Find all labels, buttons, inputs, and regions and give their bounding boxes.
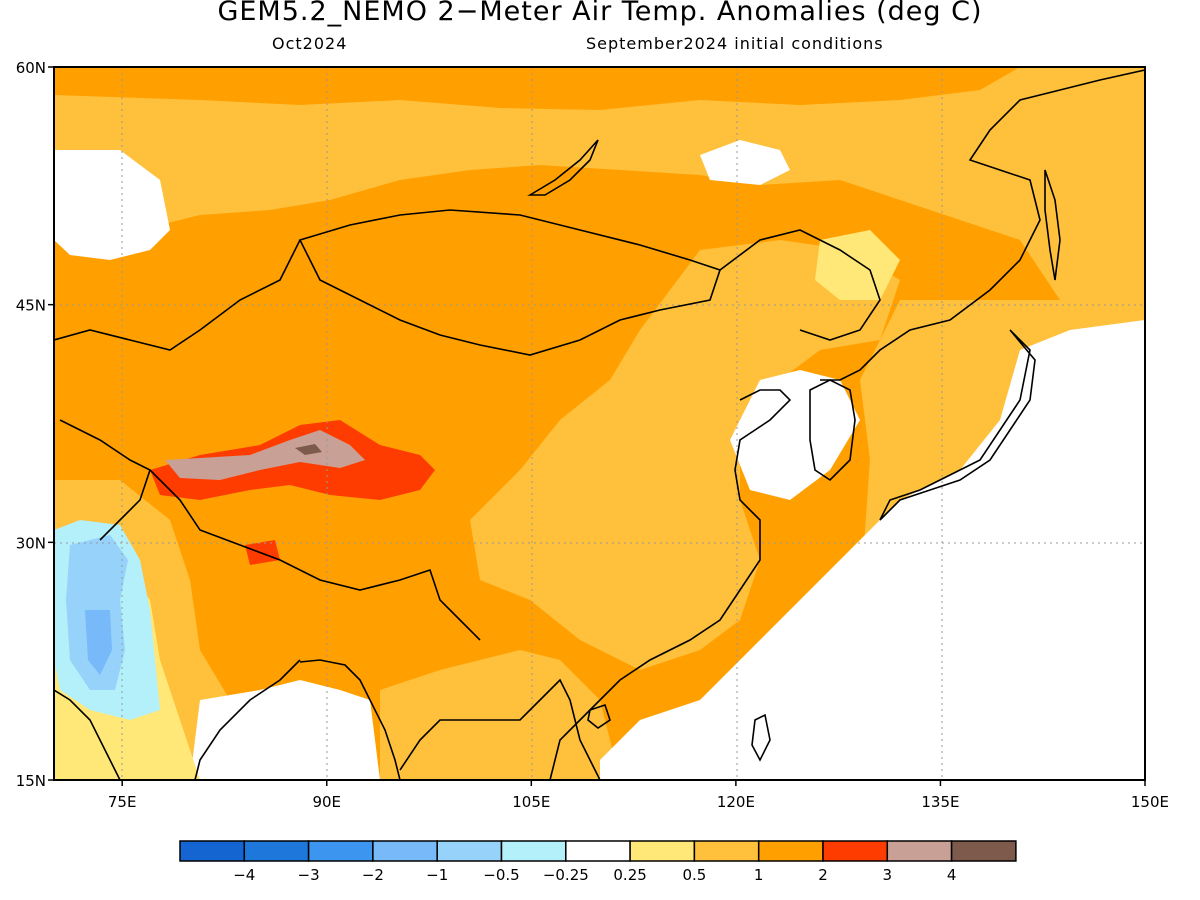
forecast-month: Oct2024: [272, 34, 348, 53]
colorbar-swatch: [822, 840, 889, 862]
mongolia-border: [298, 209, 722, 356]
lon-tick-label: 120E: [717, 793, 755, 811]
lon-tick-label: 105E: [512, 793, 550, 811]
anomaly-region-0.5-to-1-south: [380, 650, 620, 780]
coastlines-and-borders: [54, 69, 1145, 780]
korea-coastline: [809, 379, 856, 482]
anomaly-region-neg2-to-neg1: [85, 610, 112, 675]
sakhalin-coastline: [1044, 169, 1061, 281]
russia-east-coastline: [820, 69, 1145, 381]
anomaly-region-near-zero-manchuria: [700, 140, 790, 185]
india-west-coastline: [54, 689, 121, 780]
indochina-coastline: [399, 678, 601, 780]
japan-coastline: [879, 329, 1036, 521]
lat-tick-label: 15N: [16, 772, 46, 790]
latitude-tick-labels: 15N 30N 45N 60N: [16, 59, 54, 790]
colorbar-swatch: [179, 840, 246, 862]
colorbar-tick-label: −1: [426, 866, 448, 884]
colorbar-swatch: [500, 840, 567, 862]
colorbar-swatch: [950, 840, 1017, 862]
colorbar-tick-label: 0.25: [613, 866, 646, 884]
russia-china-border: [719, 229, 881, 341]
taiwan-coastline: [751, 713, 771, 762]
anomaly-region-near-zero-bay-of-bengal: [190, 680, 380, 780]
colorbar-tick-label: −3: [298, 866, 320, 884]
colorbar-tick-label: 2: [818, 866, 828, 884]
anomaly-region-1-to-2-north-band: [54, 67, 1020, 110]
anomaly-region-3-to-4: [165, 430, 365, 480]
lat-tick-label: 30N: [16, 534, 46, 552]
anomaly-region-near-zero-ocean: [600, 320, 1145, 780]
lat-tick-label: 45N: [16, 297, 46, 315]
colorbar-tick-label: −0.5: [483, 866, 519, 884]
anomaly-region-near-zero-ocean-2: [730, 370, 860, 500]
map-frame: [53, 66, 1146, 781]
colorbar-tick-label: −2: [362, 866, 384, 884]
colorbar: −4 −3 −2 −1 −0.5 −0.25 0.25 0.5 1 2 3 4: [179, 840, 1017, 884]
colorbar-tick-label: 4: [947, 866, 957, 884]
anomaly-region-above-4: [295, 444, 322, 455]
colorbar-tick-label: −4: [233, 866, 255, 884]
colorbar-swatch: [693, 840, 760, 862]
india-east-coastline: [194, 659, 301, 780]
china-east-coastline: [549, 389, 792, 780]
colorbar-swatch: [436, 840, 503, 862]
lon-tick-label: 135E: [921, 793, 959, 811]
bangladesh-coastline: [299, 659, 401, 780]
colorbar-swatch: [307, 840, 374, 862]
colorbar-swatch: [757, 840, 824, 862]
pakistan-border: [59, 419, 151, 541]
lat-tick-label: 60N: [16, 59, 46, 77]
anomaly-region-near-zero-kazakh: [54, 150, 170, 260]
hainan-coastline: [587, 703, 611, 729]
colorbar-swatch: [886, 840, 953, 862]
anomaly-region-0.5-to-1-east: [470, 240, 900, 670]
colorbar-swatch: [629, 840, 696, 862]
himalaya-border: [149, 469, 481, 641]
colorbar-tick-label: −0.25: [543, 866, 589, 884]
map-title: GEM5.2_NEMO 2−Meter Air Temp. Anomalies …: [217, 0, 983, 27]
colorbar-tick-label: 0.5: [682, 866, 706, 884]
anomaly-region-0.5-to-1-north: [54, 67, 1145, 300]
lon-tick-label: 75E: [108, 793, 137, 811]
central-asia-border: [54, 239, 301, 351]
anomaly-field: [54, 67, 1145, 780]
lon-tick-label: 90E: [312, 793, 341, 811]
colorbar-tick-label: 1: [754, 866, 764, 884]
colorbar-swatch: [565, 840, 631, 862]
colorbar-swatch: [243, 840, 310, 862]
lon-tick-label: 150E: [1131, 793, 1169, 811]
longitude-tick-labels: 75E 90E 105E 120E 135E 150E: [108, 780, 1169, 811]
anomaly-region-2-to-3-small: [245, 540, 280, 565]
colorbar-swatch: [372, 840, 438, 862]
colorbar-tick-label: 3: [883, 866, 893, 884]
lake-baikal: [527, 139, 599, 196]
initial-conditions-label: September2024 initial conditions: [586, 34, 884, 53]
